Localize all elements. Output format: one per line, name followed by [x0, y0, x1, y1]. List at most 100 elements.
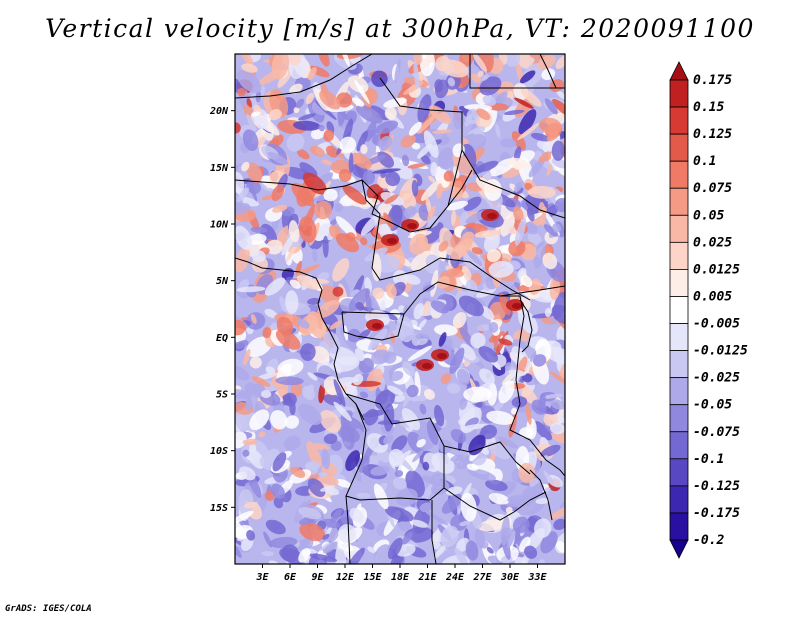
field-patch — [426, 420, 439, 445]
field-patch — [477, 519, 507, 532]
field-patch — [308, 553, 338, 562]
field-patch — [522, 373, 533, 383]
field-patch — [530, 132, 550, 142]
field-patch — [345, 450, 361, 472]
field-patch — [296, 148, 310, 160]
field-patch — [466, 463, 479, 471]
field-patch — [354, 79, 370, 104]
colorbar: 0.175 0.15 0.125 0.1 0.075 0.05 0.025 0.0125 0.0… — [669, 61, 748, 559]
field-patch — [370, 465, 390, 476]
field-patch — [359, 237, 368, 246]
field-patch — [242, 438, 258, 446]
field-core — [512, 303, 522, 309]
field-patch — [532, 483, 544, 495]
field-patch — [524, 182, 533, 191]
field-patch — [351, 97, 365, 107]
field-patch — [311, 278, 330, 284]
field-patch — [314, 200, 333, 220]
field-patch — [307, 297, 321, 305]
field-patch — [242, 449, 250, 457]
field-patch — [556, 324, 565, 344]
field-patch — [555, 198, 565, 212]
field-patch — [261, 551, 274, 557]
field-patch — [385, 171, 401, 187]
field-patch — [513, 146, 522, 162]
field-patch — [391, 435, 408, 453]
field-patch — [488, 260, 514, 278]
field-patch — [406, 384, 419, 398]
credit-label: GrADS: IGES/COLA — [5, 604, 92, 614]
field-patch — [526, 207, 535, 222]
lon-tick-label: 9E — [311, 572, 324, 583]
field-patch — [424, 388, 435, 400]
field-patch — [360, 144, 368, 155]
field-patch — [461, 423, 489, 430]
field-patch — [555, 55, 565, 70]
field-patch — [507, 494, 535, 506]
field-patch — [389, 371, 404, 382]
colorbar-label: -0.025 — [693, 371, 740, 386]
field-patch — [352, 467, 362, 482]
colorbar-swatch — [669, 79, 689, 108]
field-patch — [387, 537, 403, 560]
field-patch — [445, 200, 469, 211]
colorbar-swatch — [669, 512, 689, 541]
field-patch — [430, 162, 438, 177]
field-patch — [298, 113, 316, 121]
field-patch — [270, 410, 288, 430]
field-patch — [416, 438, 426, 448]
field-patch — [332, 286, 344, 297]
field-patch — [542, 252, 558, 270]
colorbar-label: -0.075 — [693, 425, 740, 440]
field-patch — [430, 269, 439, 298]
colorbar-swatch — [669, 404, 689, 433]
field-patch — [291, 182, 315, 207]
field-patch — [417, 115, 436, 134]
field-patch — [372, 287, 385, 300]
field-patch — [555, 540, 565, 553]
field-patch — [401, 408, 421, 431]
field-patch — [295, 260, 302, 277]
field-core — [407, 223, 417, 229]
field-patch — [251, 250, 266, 263]
field-patch — [450, 429, 467, 444]
field-patch — [373, 483, 389, 510]
field-patch — [341, 421, 355, 450]
field-patch — [286, 133, 305, 152]
velocity-field — [235, 54, 565, 564]
field-patch — [267, 151, 289, 165]
field-patch — [514, 217, 527, 246]
field-patch — [449, 347, 465, 375]
field-patch — [488, 322, 499, 333]
field-patch — [236, 69, 262, 94]
field-patch — [549, 276, 561, 300]
field-patch — [533, 421, 553, 441]
lon-tick-label: 27E — [472, 572, 492, 583]
field-patch — [322, 235, 329, 258]
field-patch — [354, 347, 365, 362]
field-patch — [251, 376, 271, 387]
field-patch — [407, 163, 426, 169]
field-patch — [246, 114, 257, 131]
field-patch — [340, 54, 350, 67]
field-patch — [463, 196, 482, 211]
lat-tick-label: 15N — [210, 163, 229, 174]
field-patch — [552, 223, 562, 233]
field-patch — [419, 502, 433, 513]
field-patch — [246, 455, 253, 461]
lon-tick-label: 15E — [363, 572, 382, 583]
field-patch — [553, 346, 565, 365]
field-patch — [451, 209, 456, 226]
field-patch — [519, 536, 531, 552]
colorbar-label: -0.05 — [693, 398, 732, 413]
colorbar-label: -0.1 — [693, 452, 724, 467]
field-patch — [339, 136, 357, 153]
field-patch — [511, 407, 518, 415]
field-patch — [298, 403, 322, 425]
colorbar-swatch — [669, 187, 689, 216]
field-patch — [249, 356, 262, 369]
field-patch — [377, 202, 393, 216]
field-patch — [362, 170, 376, 185]
field-patch — [505, 506, 513, 514]
field-patch — [462, 265, 472, 282]
